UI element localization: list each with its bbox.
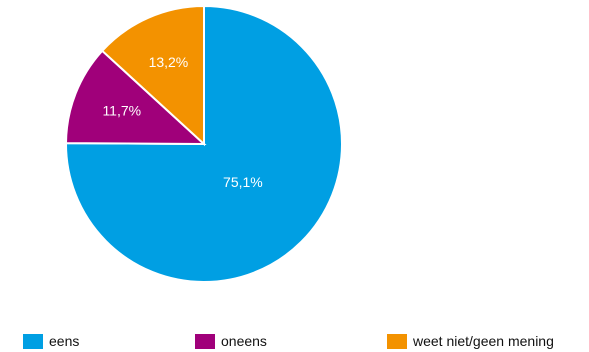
legend-swatch-weet-niet	[387, 333, 407, 349]
pie-value-label-oneens: 11,7%	[102, 102, 141, 118]
pie-slices	[64, 4, 343, 283]
legend-item-weet-niet: weet niet/geen mening	[387, 332, 554, 350]
legend-label-oneens: oneens	[221, 333, 267, 349]
legend: eens oneens weet niet/geen mening	[0, 332, 589, 352]
legend-label-eens: eens	[49, 333, 80, 349]
legend-item-eens: eens	[23, 332, 79, 350]
pie-value-label-weet-niet-geen-mening: 13,2%	[149, 54, 189, 70]
pie-chart-svg: 75,1% 11,7% 13,2%	[64, 4, 343, 283]
pie-slice-eens	[65, 4, 343, 283]
legend-label-weet-niet: weet niet/geen mening	[413, 333, 554, 349]
pie-slice-oneens	[64, 49, 207, 146]
pie-value-label-eens: 75,1%	[223, 174, 263, 190]
legend-swatch-oneens	[195, 333, 215, 349]
pie-slice-weet-niet-geen-mening	[100, 4, 205, 147]
legend-item-oneens: oneens	[195, 332, 267, 350]
pie-labels: 75,1% 11,7% 13,2%	[102, 54, 262, 190]
legend-swatch-eens	[23, 333, 43, 349]
